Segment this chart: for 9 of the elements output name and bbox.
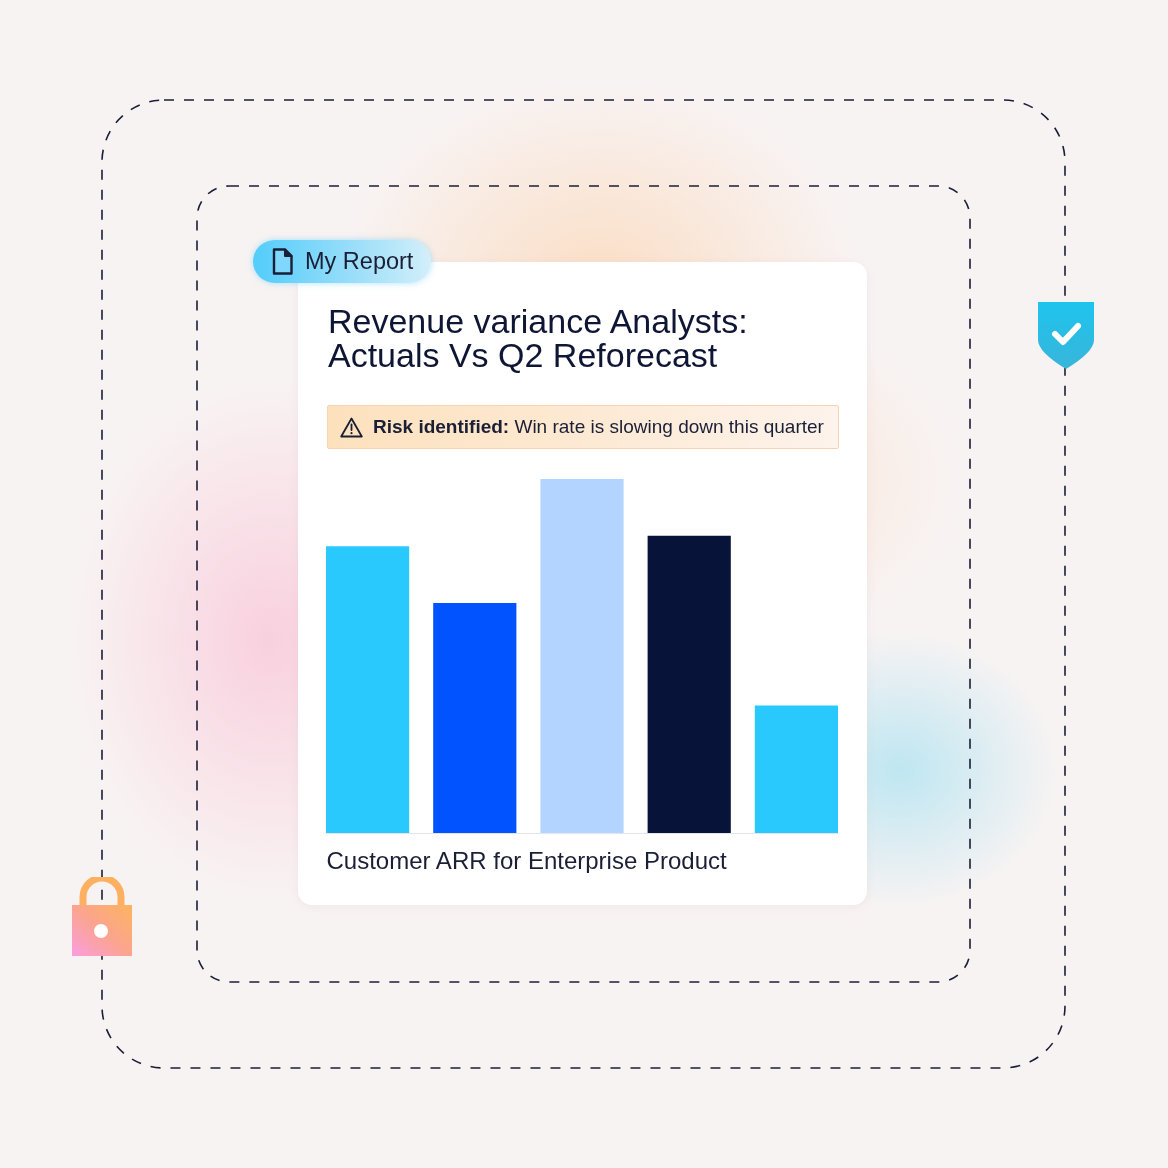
bar <box>754 705 838 833</box>
text: Risk identified: Win rate is slowing down this quarter <box>373 415 824 439</box>
bar <box>326 546 410 833</box>
text: My Report <box>305 248 414 275</box>
bar <box>647 535 731 833</box>
chart-title: Revenue variance Analysts: Actuals Vs Q2 Reforecast <box>328 302 749 374</box>
x-axis-title: Customer ARR for Enterprise Product <box>326 846 727 874</box>
bar <box>433 602 517 833</box>
bar <box>540 479 624 833</box>
